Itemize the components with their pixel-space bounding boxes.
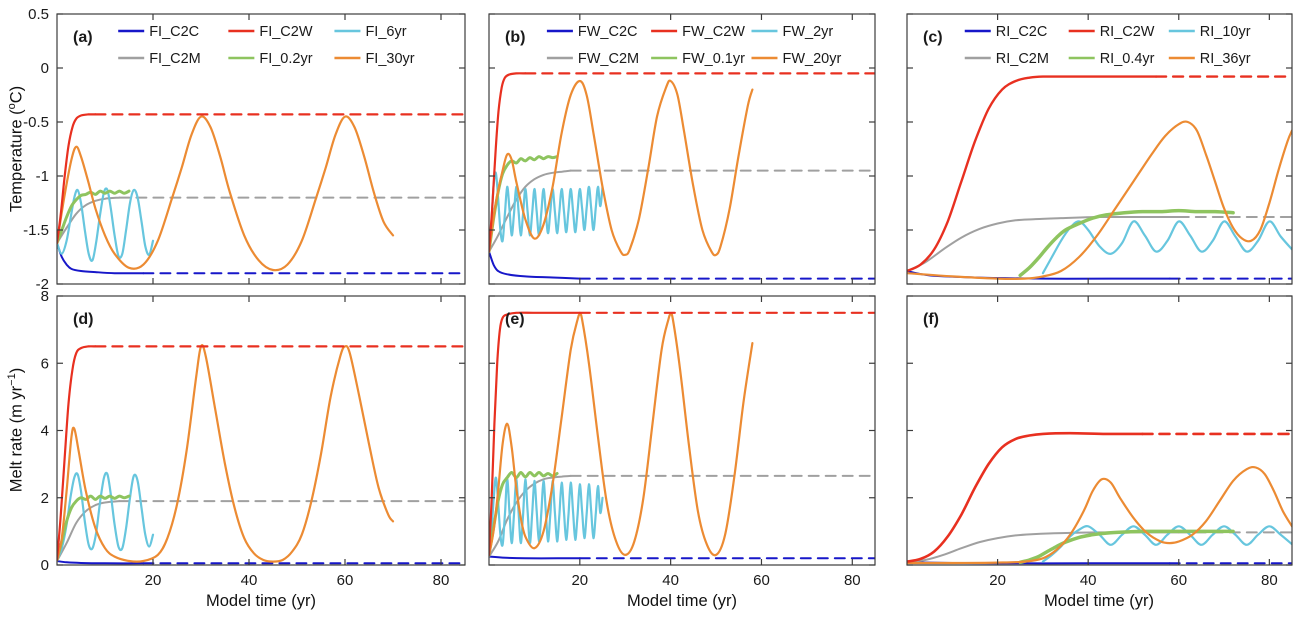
panel-a: 0.5 0 -0.5 -1 -1.5 -2 (a) FI_C2C FI_C2W FI_6yr FI_… xyxy=(23,6,466,293)
series-FI_6yr xyxy=(57,471,155,562)
panel-letter-a: (a) xyxy=(73,29,93,46)
series-FI_C2W xyxy=(57,345,97,562)
x-tick-label: 60 xyxy=(337,572,354,589)
x-tick-label: 40 xyxy=(662,572,679,589)
series-FW_C2W xyxy=(489,72,527,253)
legend-label-RI_C2M: RI_C2M xyxy=(996,51,1049,67)
x-axis-label-right: Model time (yr) xyxy=(1043,592,1155,610)
series-FI_30yr xyxy=(57,343,395,563)
series-FW_C2C xyxy=(489,555,581,560)
panel-e: 20 40 60 80 (e) xyxy=(488,295,876,589)
legend-label-RI_10yr: RI_10yr xyxy=(1200,24,1251,40)
legend-label-RI_0.4yr: RI_0.4yr xyxy=(1100,51,1155,67)
legend-label-FW_C2C: FW_C2C xyxy=(578,24,638,40)
series-FI_C2W xyxy=(57,113,97,245)
series-FI_0.2yr xyxy=(57,189,131,245)
y-tick-label: 0 xyxy=(41,557,49,574)
panel-b: (b) FW_C2C FW_C2W FW_2yr FW_C2M FW_0.1yr FW_20… xyxy=(488,13,876,285)
x-tick-label: 80 xyxy=(433,572,450,589)
panel-letter-b: (b) xyxy=(505,29,525,46)
x-tick-label: 80 xyxy=(844,572,861,589)
x-tick-label: 40 xyxy=(241,572,258,589)
y-tick-label: 0 xyxy=(41,60,49,77)
panel-f: 20 40 60 80 (f) xyxy=(906,295,1293,589)
legend-label-FW_20yr: FW_20yr xyxy=(782,51,841,67)
series-FW_2yr xyxy=(489,171,604,253)
series-FW_2yr xyxy=(489,476,604,556)
series-FI_30yr xyxy=(57,115,395,272)
panel-letter-e: (e) xyxy=(505,311,525,328)
legend-label-FI_6yr: FI_6yr xyxy=(365,24,406,40)
series-FW_C2W xyxy=(489,311,581,556)
y-tick-label: 4 xyxy=(41,423,49,440)
x-axis-label-left: Model time (yr) xyxy=(205,592,317,610)
y-axis-label-temperature: Temperature (oC) xyxy=(5,85,26,213)
y-tick-label: 6 xyxy=(41,355,49,372)
series-FI_C2M xyxy=(57,500,121,562)
x-tick-label: 80 xyxy=(1261,572,1278,589)
panel-c: (c) RI_C2C RI_C2W RI_10yr RI_C2M RI_0.4yr RI_3… xyxy=(906,13,1293,285)
legend-label-FI_C2W: FI_C2W xyxy=(259,24,312,40)
y-tick-label: -2 xyxy=(36,276,49,293)
legend-label-FW_C2M: FW_C2M xyxy=(578,51,639,67)
series-RI_0.4yr xyxy=(1018,208,1235,278)
series-FW_0.1yr xyxy=(489,471,559,557)
x-tick-label: 60 xyxy=(1170,572,1187,589)
series-FI_C2M xyxy=(57,196,121,244)
series-RI_36yr xyxy=(907,465,1292,565)
series-RI_0.4yr xyxy=(1018,529,1235,565)
x-tick-label: 40 xyxy=(1080,572,1097,589)
series-RI_C2W xyxy=(907,75,1158,273)
legend-label-FI_C2M: FI_C2M xyxy=(149,51,201,67)
y-tick-label: -1.5 xyxy=(23,222,49,239)
series-FI_6yr xyxy=(57,187,155,262)
x-tick-label: 20 xyxy=(145,572,162,589)
panel-letter-c: (c) xyxy=(923,29,943,46)
y-tick-label: -0.5 xyxy=(23,114,49,131)
series-FW_C2M xyxy=(489,474,572,558)
panel-letter-f: (f) xyxy=(923,311,939,328)
legend-label-RI_C2C: RI_C2C xyxy=(996,24,1048,40)
y-tick-label: 2 xyxy=(41,490,49,507)
series-RI_C2W xyxy=(907,431,1144,563)
legend-label-FI_0.2yr: FI_0.2yr xyxy=(259,51,312,67)
series-FI_C2C xyxy=(57,560,145,565)
legend-label-FW_C2W: FW_C2W xyxy=(682,24,745,40)
legend-label-FI_C2C: FI_C2C xyxy=(149,24,199,40)
panel-d: 20 40 60 80 0 2 4 6 8 (d) xyxy=(41,288,466,589)
y-axis-label-melt-rate: Melt rate (m yr−1) xyxy=(5,367,26,493)
legend-label-FI_30yr: FI_30yr xyxy=(365,51,414,67)
series-FW_20yr xyxy=(489,312,754,557)
legend-label-FW_2yr: FW_2yr xyxy=(782,24,833,40)
series-FW_C2M xyxy=(489,169,572,253)
x-tick-label: 20 xyxy=(989,572,1006,589)
series-RI_36yr xyxy=(907,120,1292,280)
series-FI_0.2yr xyxy=(57,494,131,562)
y-tick-label: 0.5 xyxy=(28,6,49,23)
y-tick-label: 8 xyxy=(41,288,49,305)
x-axis-label-center: Model time (yr) xyxy=(626,592,738,610)
x-tick-label: 20 xyxy=(571,572,588,589)
x-tick-label: 60 xyxy=(753,572,770,589)
legend-label-RI_36yr: RI_36yr xyxy=(1200,51,1251,67)
panel-letter-d: (d) xyxy=(73,311,93,328)
y-tick-label: -1 xyxy=(36,168,49,185)
legend-label-RI_C2W: RI_C2W xyxy=(1100,24,1155,40)
series-RI_10yr xyxy=(1041,220,1292,275)
legend-label-FW_0.1yr: FW_0.1yr xyxy=(682,51,745,67)
series-FI_C2C xyxy=(57,242,145,275)
series-FW_20yr xyxy=(489,79,754,257)
series-FW_C2C xyxy=(489,250,581,280)
